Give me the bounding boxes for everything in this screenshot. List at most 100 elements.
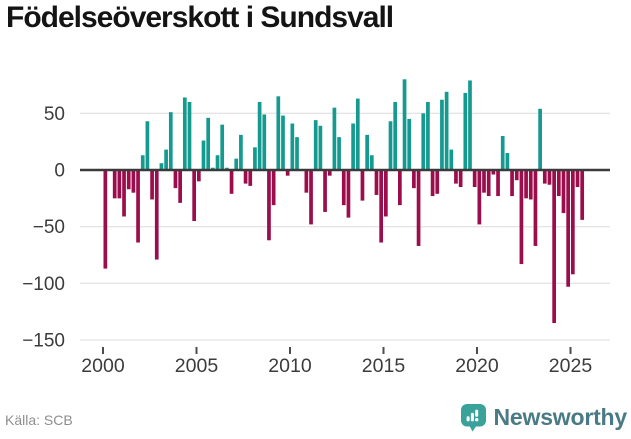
bar-2016Q4 [416,170,421,246]
bar-2025Q1 [570,170,575,275]
bar-2013Q3 [355,98,360,170]
bar-2022Q3 [524,170,528,199]
bar-2008Q3 [262,114,267,170]
bar-2006Q4 [229,170,234,194]
bar-2011Q1 [309,170,313,225]
bar-2012Q3 [337,137,341,170]
bar-2014Q4 [379,170,384,243]
bar-2004Q3 [187,101,192,170]
bar-2010Q1 [290,123,295,170]
bar-2008Q1 [253,147,257,170]
bar-2021Q1 [496,170,500,197]
bar-2024Q4 [566,170,571,287]
bar-2017Q4 [435,170,440,194]
bar-2007Q2 [239,134,243,170]
bar-2014Q2 [369,155,374,170]
bar-2024Q2 [556,170,561,197]
bar-2003Q3 [168,112,173,170]
bar-2018Q2 [444,91,449,170]
bar-2000Q4 [117,170,122,199]
bar-2006Q1 [215,155,220,170]
x-axis-label-2025: 2025 [549,355,593,377]
bar-2011Q3 [318,125,323,170]
bar-2011Q2 [313,120,318,170]
y-axis-label--100: −100 [22,274,65,295]
bar-2002Q4 [154,170,159,260]
bar-2018Q4 [454,170,458,184]
bar-2001Q4 [136,170,140,243]
bar-2020Q1 [477,170,482,225]
bar-2011Q4 [323,170,327,212]
bar-2022Q1 [514,170,519,181]
bar-2024Q1 [552,170,556,324]
x-axis-label-2010: 2010 [268,355,312,377]
bar-2007Q1 [234,158,239,170]
bar-2009Q1 [271,170,276,206]
bar-2009Q4 [285,170,290,176]
bar-2019Q1 [458,170,463,187]
bar-2012Q4 [341,170,346,206]
bar-2007Q3 [243,170,248,184]
bar-2019Q2 [463,92,468,170]
bar-2004Q4 [192,170,197,222]
bar-2012Q2 [332,107,337,170]
y-axis-label--150: −150 [22,331,65,352]
bar-2010Q4 [304,170,309,193]
bar-2021Q3 [505,153,510,170]
bar-2008Q4 [267,170,271,241]
bar-2005Q1 [196,170,201,182]
newsworthy-chart-bubble-icon [460,404,486,432]
newsworthy-logo: Newsworthy [460,403,627,432]
bar-2002Q1 [140,155,145,170]
bar-2021Q4 [510,170,514,197]
bar-2005Q2 [201,140,206,170]
bar-2017Q2 [426,101,430,170]
bar-2015Q2 [388,121,393,170]
y-axis-label--50: −50 [33,217,65,238]
bar-2006Q2 [220,124,225,170]
chart-title: Födelseöverskott i Sundsvall [6,1,394,34]
x-axis-label-2005: 2005 [175,355,219,377]
bar-2023Q3 [542,170,547,184]
y-axis-label-0: 0 [54,161,65,182]
bar-2013Q1 [346,170,351,218]
newsworthy-wordmark: Newsworthy [493,404,628,430]
bar-2003Q2 [164,149,168,170]
bar-2004Q1 [178,170,182,203]
bar-2001Q3 [131,170,136,193]
bar-2018Q1 [440,99,444,170]
bar-2021Q2 [500,136,505,170]
bar-2016Q3 [412,170,416,189]
bar-2019Q3 [468,80,472,170]
bar-2020Q2 [482,170,486,193]
bar-2020Q3 [486,170,491,197]
bar-2004Q2 [182,97,187,170]
y-axis-label-50: 50 [44,104,65,125]
bar-2023Q4 [547,170,552,185]
bar-2002Q3 [150,170,154,200]
bar-2015Q1 [383,170,388,217]
bar-2002Q2 [145,121,150,170]
bar-2000Q1 [103,170,108,269]
bar-2013Q2 [351,123,355,170]
bar-2014Q3 [374,170,379,195]
bar-2025Q2 [575,170,580,187]
bar-2016Q1 [402,79,407,170]
x-axis-label-2000: 2000 [81,355,125,377]
bar-2018Q3 [449,149,454,170]
bar-2016Q2 [407,118,412,170]
bar-2010Q2 [295,137,299,170]
bar-2015Q4 [398,170,402,206]
bar-2008Q2 [257,101,262,170]
bar-2024Q3 [561,170,566,214]
bar-2022Q4 [528,170,533,200]
bar-2007Q4 [248,170,253,186]
bar-2013Q4 [360,170,365,201]
x-axis-label-2015: 2015 [362,355,406,377]
bar-2025Q3 [580,170,585,220]
bar-2012Q1 [327,170,332,176]
bar-2001Q1 [122,170,126,217]
bar-2003Q4 [173,170,178,189]
